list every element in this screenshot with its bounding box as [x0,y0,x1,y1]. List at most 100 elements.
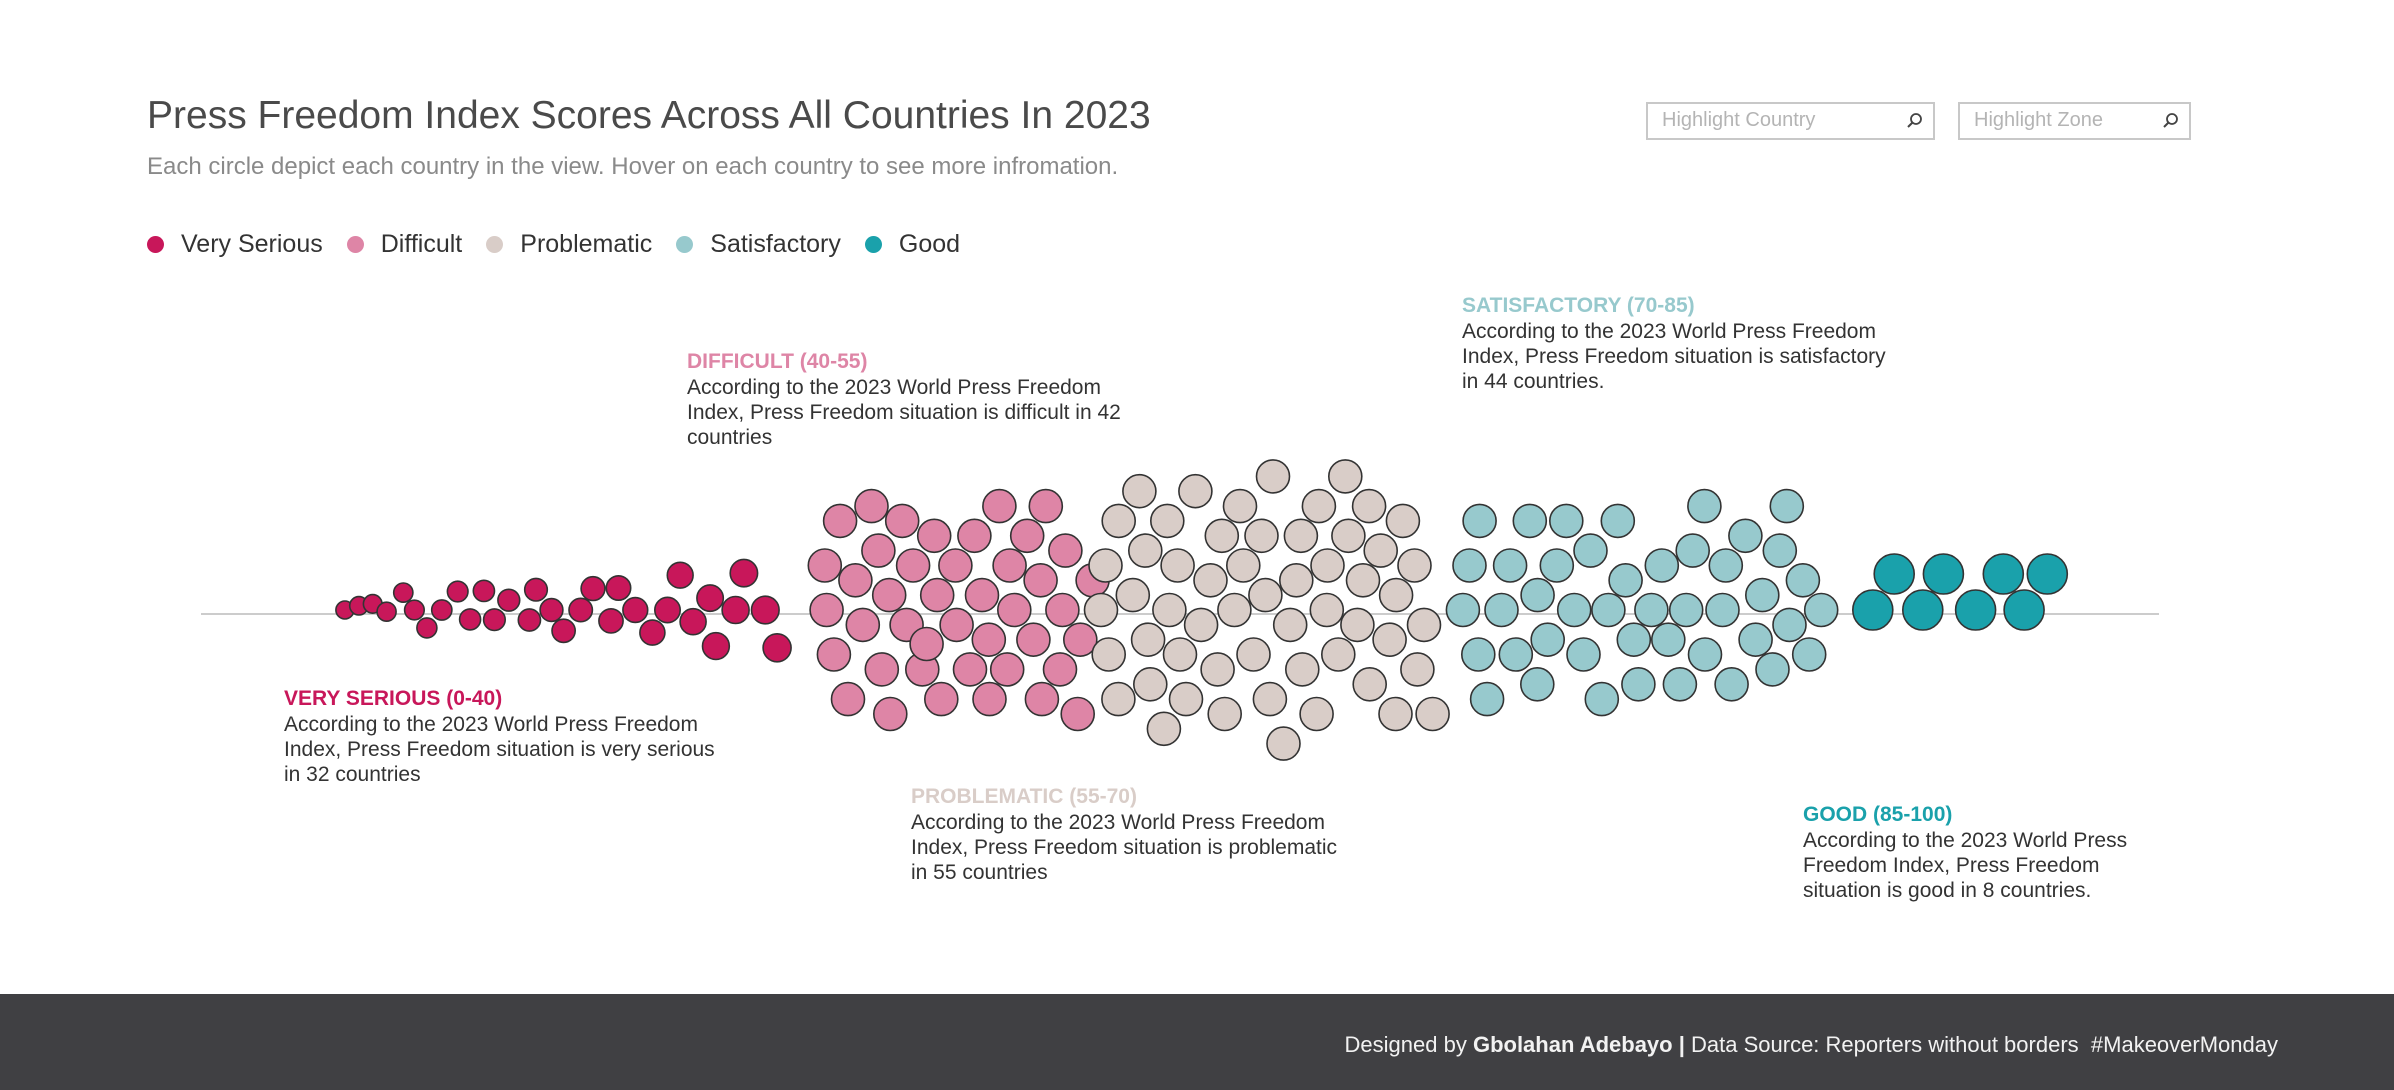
country-circle-difficult[interactable] [909,626,944,662]
country-circle-difficult[interactable] [845,607,881,643]
country-circle-satisfactory[interactable] [1662,666,1698,702]
country-circle-difficult[interactable] [982,488,1017,524]
country-circle-difficult[interactable] [1009,518,1045,554]
country-circle-problematic[interactable] [1252,681,1288,717]
country-circle-problematic[interactable] [1299,696,1334,732]
country-circle-difficult[interactable] [1045,592,1080,628]
country-circle-problematic[interactable] [1340,607,1375,643]
country-circle-difficult[interactable] [923,681,959,717]
country-circle-problematic[interactable] [1083,592,1119,628]
country-circle-good[interactable] [2003,589,2045,631]
country-circle-difficult[interactable] [895,548,931,583]
country-circle-satisfactory[interactable] [1785,562,1821,598]
country-circle-difficult[interactable] [1024,681,1060,717]
country-circle-satisfactory[interactable] [1461,637,1496,672]
country-circle-very-serious[interactable] [497,588,521,612]
country-circle-very-serious[interactable] [523,577,549,602]
country-circle-problematic[interactable] [1285,652,1320,687]
country-circle-difficult[interactable] [938,548,973,583]
country-circle-problematic[interactable] [1128,533,1163,568]
country-circle-problematic[interactable] [1397,548,1432,583]
country-circle-very-serious[interactable] [403,599,426,621]
legend-item-good[interactable]: Good [864,230,960,259]
country-circle-difficult[interactable] [1028,488,1064,524]
country-circle-problematic[interactable] [1115,577,1151,613]
country-circle-difficult[interactable] [861,533,896,568]
country-circle-difficult[interactable] [989,652,1025,687]
country-circle-satisfactory[interactable] [1484,592,1519,628]
country-circle-problematic[interactable] [1217,592,1252,628]
country-circle-problematic[interactable] [1385,503,1421,539]
country-circle-problematic[interactable] [1352,666,1387,702]
country-circle-problematic[interactable] [1160,548,1195,583]
country-circle-difficult[interactable] [809,592,844,628]
country-circle-good[interactable] [2026,553,2069,595]
country-circle-satisfactory[interactable] [1634,592,1669,628]
country-circle-problematic[interactable] [1101,681,1136,717]
country-circle-satisfactory[interactable] [1644,548,1680,583]
country-circle-difficult[interactable] [939,607,974,643]
country-circle-satisfactory[interactable] [1492,548,1528,583]
country-circle-satisfactory[interactable] [1573,533,1608,568]
country-circle-satisfactory[interactable] [1651,622,1686,658]
country-circle-very-serious[interactable] [729,558,759,588]
country-circle-very-serious[interactable] [605,574,632,601]
country-circle-problematic[interactable] [1406,607,1442,643]
country-circle-problematic[interactable] [1091,637,1126,672]
country-circle-problematic[interactable] [1200,652,1235,687]
country-circle-satisfactory[interactable] [1769,488,1805,524]
legend-item-satisfactory[interactable]: Satisfactory [676,230,841,259]
country-circle-difficult[interactable] [1042,652,1078,687]
country-circle-satisfactory[interactable] [1600,503,1636,539]
country-circle-difficult[interactable] [996,592,1032,628]
country-circle-problematic[interactable] [1162,637,1198,672]
country-circle-satisfactory[interactable] [1745,577,1780,613]
country-circle-good[interactable] [1982,553,2025,595]
country-circle-difficult[interactable] [964,577,1000,613]
country-circle-satisfactory[interactable] [1556,592,1592,628]
search-icon[interactable] [2161,111,2181,131]
country-circle-problematic[interactable] [1193,562,1228,598]
country-circle-satisfactory[interactable] [1591,592,1626,628]
country-circle-satisfactory[interactable] [1708,548,1744,583]
country-circle-problematic[interactable] [1133,666,1168,702]
country-circle-satisfactory[interactable] [1566,637,1601,672]
country-circle-problematic[interactable] [1363,533,1398,568]
country-circle-very-serious[interactable] [639,619,666,646]
country-circle-problematic[interactable] [1207,696,1242,732]
country-circle-very-serious[interactable] [598,608,624,634]
country-circle-good[interactable] [1922,553,1965,595]
footer-hashtag[interactable]: #MakeoverMonday [2090,1032,2278,1057]
country-circle-good[interactable] [1902,589,1944,631]
country-circle-satisfactory[interactable] [1675,533,1710,568]
legend-item-difficult[interactable]: Difficult [346,230,462,259]
country-circle-very-serious[interactable] [762,632,792,663]
country-circle-satisfactory[interactable] [1687,488,1722,524]
country-circle-very-serious[interactable] [376,601,397,623]
country-circle-satisfactory[interactable] [1621,666,1656,702]
country-circle-satisfactory[interactable] [1772,607,1807,643]
country-circle-satisfactory[interactable] [1762,533,1798,568]
country-circle-problematic[interactable] [1122,473,1157,509]
country-circle-very-serious[interactable] [539,597,564,623]
country-circle-satisfactory[interactable] [1512,503,1548,539]
country-circle-difficult[interactable] [992,548,1027,583]
country-circle-difficult[interactable] [919,577,955,613]
country-circle-difficult[interactable] [884,503,920,539]
country-circle-problematic[interactable] [1372,622,1407,658]
country-circle-difficult[interactable] [816,637,852,672]
country-circle-problematic[interactable] [1146,711,1182,747]
country-circle-difficult[interactable] [838,562,873,598]
country-circle-problematic[interactable] [1248,577,1283,613]
country-circle-very-serious[interactable] [458,608,482,631]
country-circle-problematic[interactable] [1255,459,1291,494]
country-circle-problematic[interactable] [1310,548,1345,583]
country-circle-difficult[interactable] [952,652,988,687]
country-circle-very-serious[interactable] [446,580,469,603]
highlight-country-input[interactable] [1662,109,1897,132]
country-circle-problematic[interactable] [1168,681,1204,717]
country-circle-satisfactory[interactable] [1462,503,1497,539]
country-circle-problematic[interactable] [1130,622,1166,658]
country-circle-satisfactory[interactable] [1520,666,1555,702]
country-circle-very-serious[interactable] [580,575,606,602]
